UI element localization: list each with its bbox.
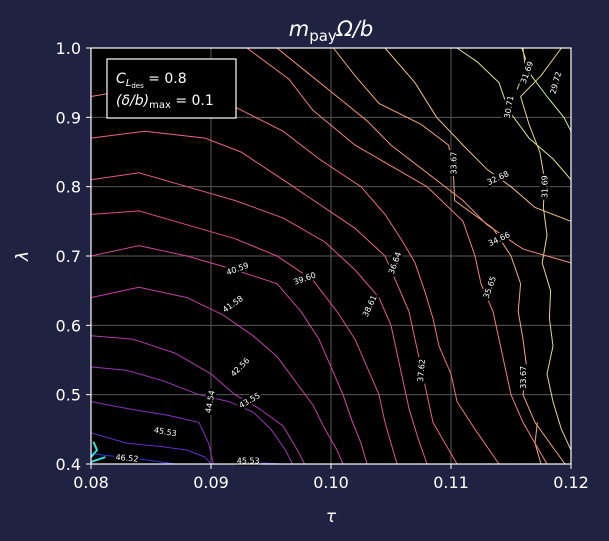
y-tick-label: 1.0 <box>56 39 81 58</box>
contour-label-bg <box>290 269 319 288</box>
contour-line <box>246 47 548 465</box>
contour-label: 45.53 <box>237 457 260 466</box>
x-axis-ticks: 0.08 0.09 0.10 0.11 0.12 <box>73 464 589 492</box>
y-tick-label: 0.7 <box>56 247 81 266</box>
contour-label-bg <box>483 167 512 188</box>
contour-line <box>90 286 344 465</box>
y-tick-label: 0.6 <box>56 316 81 335</box>
contour-label: 30.71 <box>503 95 516 119</box>
contour-label-bg <box>448 150 459 177</box>
contour-label-bg <box>202 387 217 416</box>
contour-line <box>90 366 294 465</box>
contour-line <box>90 401 214 465</box>
legend-box: CLdes = 0.8 (δ/b)max = 0.1 <box>106 58 237 119</box>
legend-line-delta: (δ/b)max = 0.1 <box>116 93 214 111</box>
contour-label-group: 45.53 <box>151 424 180 439</box>
contour-label: 31.69 <box>541 175 550 198</box>
contour-label-group: 45.53 <box>235 455 262 466</box>
x-tick-label: 0.11 <box>433 473 469 492</box>
contour-label-bg <box>223 259 252 278</box>
contour-label-bg <box>235 389 264 412</box>
contour-label: 37.62 <box>416 359 427 383</box>
contour-label-bg <box>151 424 180 439</box>
contour-label-bg <box>219 292 247 316</box>
y-tick-label: 0.4 <box>56 455 81 474</box>
chart-title: mpayΩ/b <box>289 17 374 45</box>
x-axis-label: τ <box>326 507 337 527</box>
contour-label-bg <box>235 455 262 466</box>
legend-line-cl: CLdes = 0.8 <box>116 71 187 90</box>
contour-label-bg <box>501 93 516 121</box>
contour-label-bg <box>547 68 564 97</box>
contour-label-bg <box>113 451 141 464</box>
contour-label-bg <box>385 248 404 277</box>
contour-label-bg <box>518 364 528 391</box>
y-tick-label: 0.5 <box>56 386 81 405</box>
contour-label-group: 30.71 <box>501 93 516 121</box>
contour-label-group: 33.67 <box>448 150 459 177</box>
contour-label: 45.53 <box>153 425 177 438</box>
x-tick-label: 0.10 <box>313 473 349 492</box>
contour-label: 33.67 <box>449 152 458 175</box>
contour-label-bg <box>359 292 380 320</box>
contour-line <box>90 432 212 465</box>
y-axis-label: λ <box>13 251 33 262</box>
contour-label: 44.54 <box>204 390 217 414</box>
contour-line <box>90 172 428 465</box>
y-tick-label: 0.8 <box>56 178 81 197</box>
contour-label-bg <box>539 173 550 200</box>
contour-line <box>90 335 306 465</box>
contour-line <box>90 210 398 465</box>
contour-line <box>90 441 99 458</box>
contour-line <box>384 47 572 222</box>
contour-line <box>90 456 106 463</box>
y-tick-label: 0.9 <box>56 108 81 127</box>
contour-label-bg <box>414 357 428 384</box>
contour-label: 46.52 <box>115 453 139 464</box>
contour-label-bg <box>480 273 499 302</box>
contour-label-group: 44.54 <box>202 387 217 416</box>
x-tick-label: 0.08 <box>73 473 109 492</box>
contour-label-bg <box>517 58 536 87</box>
contour-label-group: 37.62 <box>414 357 428 384</box>
contour-label-group: 46.52 <box>113 451 141 464</box>
contour-label-bg <box>227 354 253 380</box>
contour-label-group: 33.67 <box>518 364 528 391</box>
contour-labels: 29.7230.7131.6931.6932.6833.6733.6734.66… <box>113 58 564 466</box>
x-tick-label: 0.12 <box>553 473 589 492</box>
y-axis-ticks: 0.4 0.5 0.6 0.7 0.8 0.9 1.0 <box>56 39 91 474</box>
contour-label: 33.67 <box>519 366 528 389</box>
x-tick-label: 0.09 <box>193 473 229 492</box>
contour-label-bg <box>485 228 513 249</box>
contour-line <box>520 47 572 451</box>
contour-line <box>90 245 368 465</box>
contour-label-group: 31.69 <box>539 173 550 200</box>
